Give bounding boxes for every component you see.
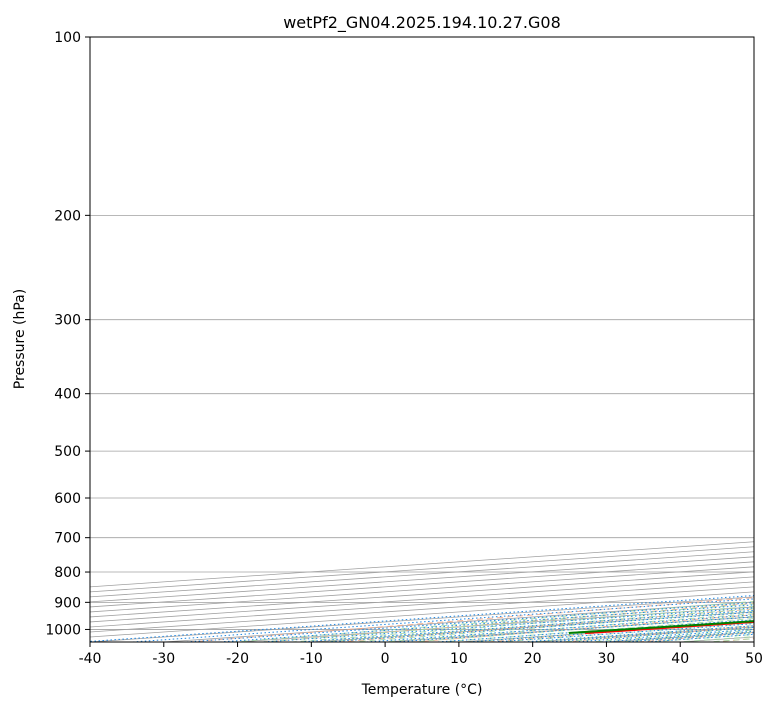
dry-adiabat-line: [182, 597, 754, 642]
x-tick-label: 50: [745, 651, 763, 667]
plot-frame: [89, 36, 755, 643]
x-tick-label: -20: [226, 651, 249, 667]
x-tick-label: -10: [300, 651, 323, 667]
y-tick-label: 300: [54, 313, 81, 329]
moist-adiabat-line: [226, 600, 754, 642]
chart-title: wetPf2_GN04.2025.194.10.27.G08: [283, 13, 561, 33]
x-axis-title: Temperature (°C): [361, 682, 483, 698]
mixing-ratio-line: [387, 616, 754, 642]
x-tick-label: -40: [79, 651, 102, 667]
y-axis-title: Pressure (hPa): [12, 289, 28, 389]
isotherm-line: [753, 641, 754, 642]
x-tick-label: 20: [524, 651, 542, 667]
axes: -40 -30 -20 -10 0 10 20 30 40 50 1000 900 800 700 600 5…: [45, 30, 763, 667]
mixing-ratio-line: [292, 609, 754, 642]
y-tick-label: 900: [54, 595, 81, 611]
x-tick-label: -30: [152, 651, 175, 667]
x-tick-label: 30: [598, 651, 616, 667]
y-tick-label: 400: [54, 387, 81, 403]
y-tick-label: 1000: [45, 622, 81, 638]
mixing-ratio-line: [358, 614, 754, 642]
background-lines: [90, 24, 775, 645]
y-tick-label: 700: [54, 531, 81, 547]
mixing-ratio-line: [319, 611, 754, 642]
y-tick-label: 600: [54, 491, 81, 507]
y-tick-label: 200: [54, 208, 81, 224]
x-tick-label: 40: [671, 651, 689, 667]
x-tick-label: 0: [381, 651, 390, 667]
mixing-ratio-line: [429, 619, 754, 642]
plot-background: [90, 37, 754, 642]
x-tick-label: 10: [450, 651, 468, 667]
y-tick-label: 100: [54, 30, 81, 46]
y-tick-label: 800: [54, 565, 81, 581]
dry-adiabat-line: [758, 24, 775, 645]
y-tick-label: 500: [54, 444, 81, 460]
